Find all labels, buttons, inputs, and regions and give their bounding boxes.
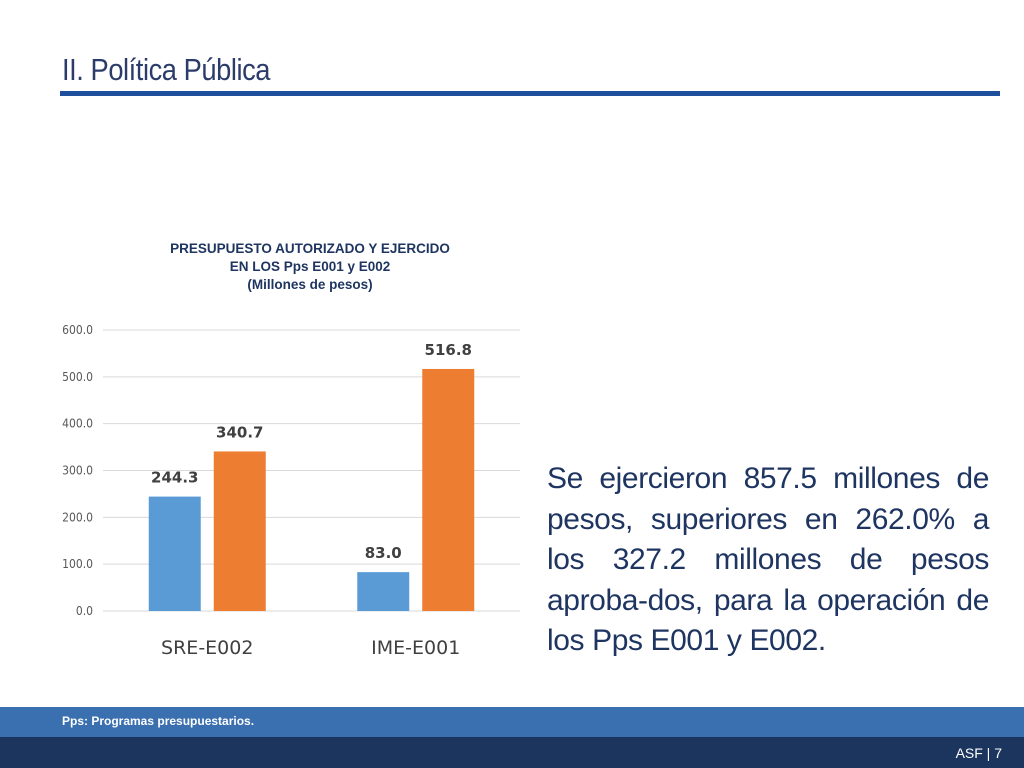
y-tick-label: 200.0: [62, 510, 93, 524]
bar: [357, 572, 410, 611]
y-tick-label: 600.0: [62, 323, 93, 337]
footnote-bar: [0, 707, 1024, 737]
y-tick-label: 100.0: [62, 557, 93, 571]
y-tick-label: 400.0: [62, 417, 93, 431]
footer-bar: [0, 737, 1024, 768]
bar: [422, 368, 475, 611]
data-label: 83.0: [365, 544, 402, 562]
category-label: SRE-E002: [161, 637, 253, 659]
title-rule: [60, 91, 1000, 96]
data-label: 244.3: [151, 469, 198, 487]
chart-title-line-3: (Millones de pesos): [247, 277, 373, 292]
bar-chart: 0.0 100.0 200.0 300.0 400.0 500.0 600.0 244.3 34…: [62, 323, 520, 659]
summary-text: Se ejercieron 857.5 millones de pesos, s…: [547, 462, 989, 657]
y-tick-label: 0.0: [76, 604, 93, 618]
category-label: IME-E001: [371, 637, 460, 659]
chart-title-line-2: EN LOS Pps E001 y E002: [229, 259, 391, 274]
bar: [148, 496, 201, 611]
y-tick-label: 500.0: [62, 370, 93, 384]
slide-title: II. Política Pública: [62, 52, 271, 87]
bar: [213, 451, 266, 611]
data-label: 516.8: [425, 341, 472, 359]
chart-title: PRESUPUESTO AUTORIZADO Y EJERCIDO EN LOS…: [110, 240, 510, 294]
data-label: 340.7: [216, 423, 263, 441]
y-tick-label: 300.0: [62, 464, 93, 478]
footnote: Pps: Programas presupuestarios.: [62, 714, 255, 728]
footer-page-label: ASF | 7: [955, 745, 1002, 761]
chart-title-line-1: PRESUPUESTO AUTORIZADO Y EJERCIDO: [170, 241, 450, 256]
